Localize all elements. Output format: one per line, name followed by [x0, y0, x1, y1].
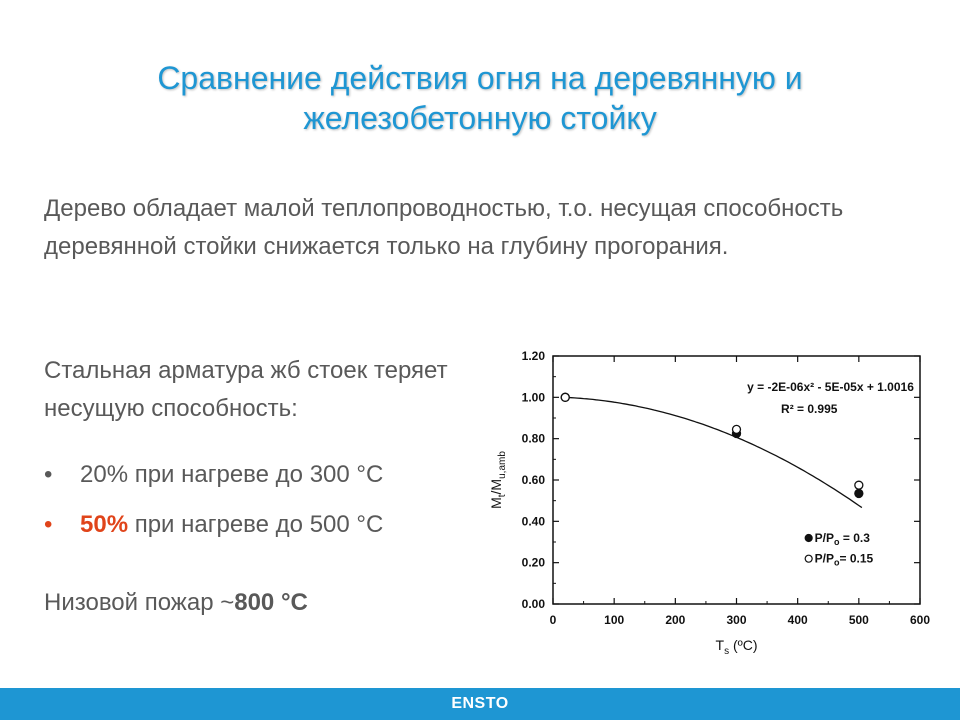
footer-bar: ENSTO [0, 688, 960, 720]
point-open-1 [731, 424, 742, 435]
legend-tail: = 0.15 [840, 552, 874, 566]
x-label-unit: (ºC) [729, 637, 757, 653]
ensto-logo: ENSTO [451, 695, 509, 712]
x-tick-label: 200 [665, 613, 685, 627]
y-tick-label: 0.80 [522, 432, 546, 446]
point-open-2 [854, 480, 864, 490]
y-tick-label: 0.60 [522, 473, 546, 487]
steel-lead-paragraph: Стальная арматура жб стоек теряет несущу… [44, 357, 448, 422]
bullet-item-500: • 50% при нагреве до 500 °С [44, 510, 383, 540]
fit-curve [565, 396, 863, 509]
y-tick-label: 1.00 [522, 390, 546, 404]
ground-fire-text: Низовой пожар ~800 °С [44, 584, 308, 622]
bullet-marker: • [44, 461, 53, 488]
y-label-main: M [488, 497, 504, 509]
legend-label: P/Po= 0.15 [815, 552, 874, 568]
y-tick-label: 1.20 [522, 349, 546, 363]
x-tick-label: 400 [788, 613, 808, 627]
x-tick-label: 100 [604, 613, 624, 627]
r-squared: R² = 0.995 [781, 402, 838, 416]
bullet-text: при нагреве до 500 °С [128, 511, 384, 538]
legend-marker [804, 554, 813, 563]
ground-fire-value: 800 °С [234, 589, 308, 616]
slide-title: Сравнение действия огня на деревянную и … [157, 60, 803, 136]
bullet-marker: • [44, 511, 53, 538]
x-tick-label: 500 [849, 613, 869, 627]
y-tick-label: 0.20 [522, 556, 546, 570]
x-axis-label: Ts (ºC) [716, 637, 758, 657]
legend-marker [804, 533, 813, 543]
y-tick-label: 0.40 [522, 514, 546, 528]
legend-sub: o [834, 537, 840, 547]
fit-equation: y = -2E-06x² - 5E-05x + 1.0016 [747, 380, 914, 394]
bullet-highlight: 50% [80, 511, 129, 538]
strength-temperature-chart: 0.00 0.20 0.40 0.60 0.80 1.00 1.20 0 100 200 300 40… [488, 349, 930, 657]
y-label-sub: t [497, 494, 508, 497]
legend-main: P/P [815, 552, 834, 566]
y-axis-label: Mt/Mu,amb [488, 451, 508, 509]
x-label-main: T [716, 637, 725, 653]
legend-tail: = 0.3 [840, 531, 871, 545]
point-filled-2 [854, 488, 864, 499]
intro-paragraph: Дерево обладает малой теплопроводностью,… [44, 195, 844, 260]
bullet-item-300: • 20% при нагреве до 300 °С [44, 460, 383, 490]
ground-fire-prefix: Низовой пожар ~ [44, 589, 235, 616]
x-label-sub: s [724, 646, 729, 657]
x-tick-label: 600 [910, 613, 930, 627]
y-label-sub: u,amb [497, 451, 508, 479]
point-open-0 [560, 392, 570, 402]
x-tick-label: 0 [550, 613, 557, 627]
legend-main: P/P [815, 531, 834, 545]
legend-sub: o [834, 558, 840, 568]
x-tick-label: 300 [726, 613, 746, 627]
y-label-mid: /M [488, 479, 504, 495]
y-tick-label: 0.00 [522, 597, 546, 611]
legend-label: P/Po = 0.3 [815, 531, 871, 547]
bullet-text: 20% при нагреве до 300 °С [80, 461, 384, 488]
